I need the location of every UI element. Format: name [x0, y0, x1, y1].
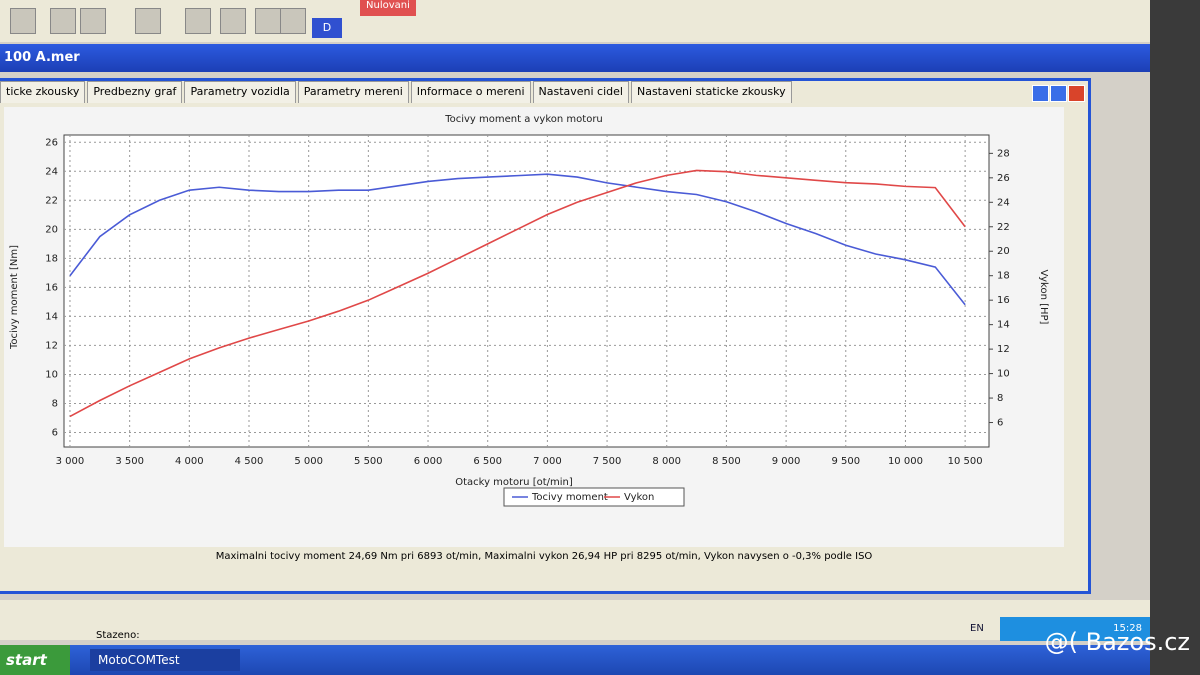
series-line [69, 173, 966, 306]
y-axis-label: Tocivy moment [Nm] [9, 245, 20, 350]
x-tick-label: 10 500 [948, 456, 983, 467]
maximize-button[interactable] [1050, 85, 1067, 102]
y2-tick-label: 22 [997, 222, 1010, 233]
tool-button[interactable] [10, 8, 36, 34]
tab[interactable]: Parametry vozidla [184, 81, 296, 103]
watermark: @( Bazos.cz [1044, 628, 1190, 656]
tab[interactable]: Informace o mereni [410, 81, 531, 103]
start-button[interactable]: start [0, 645, 70, 675]
y-tick-label: 20 [45, 224, 58, 235]
window-title: 100 A.mer [4, 50, 80, 65]
tool-button[interactable] [50, 8, 76, 34]
tool-button[interactable] [280, 8, 306, 34]
y2-tick-label: 6 [997, 418, 1003, 429]
x-tick-label: 7 500 [593, 456, 622, 467]
plot-area [63, 134, 990, 448]
x-tick-label: 9 500 [831, 456, 860, 467]
x-tick-label: 6 000 [414, 456, 443, 467]
tool-button[interactable] [135, 8, 161, 34]
y-tick-label: 14 [45, 311, 58, 322]
y2-tick-label: 8 [997, 393, 1003, 404]
x-tick-label: 7 000 [533, 456, 562, 467]
y2-tick-label: 14 [997, 320, 1010, 331]
tool-button[interactable] [255, 8, 281, 34]
legend-label: Vykon [624, 492, 654, 503]
x-tick-label: 4 500 [235, 456, 264, 467]
y-tick-label: 26 [45, 137, 58, 148]
y-tick-label: 10 [45, 369, 58, 380]
tab[interactable]: Predbezny graf [87, 81, 183, 103]
x-tick-label: 9 000 [772, 456, 801, 467]
tool-button[interactable] [185, 8, 211, 34]
system-tray: EN 15:28 [970, 617, 1150, 641]
y-tick-label: 22 [45, 195, 58, 206]
title-bar: 100 A.mer [0, 44, 1150, 72]
inner-window: ticke zkousky Predbezny graf Parametry voz… [0, 78, 1091, 594]
app-window: Nulovani D 100 A.mer ticke zkousky Predbe… [0, 0, 1150, 675]
tab[interactable]: Nastaveni staticke zkousky [630, 81, 792, 103]
clock: 15:28 [1113, 623, 1142, 634]
series-line [69, 169, 966, 418]
tab[interactable]: Parametry mereni [297, 81, 409, 103]
legend-box [503, 487, 685, 507]
taskbar-app[interactable]: MotoCOMTest [90, 649, 240, 671]
taskbar: start MotoCOMTest EN 15:28 [0, 617, 1150, 675]
status-label: Stazeno: [96, 630, 140, 641]
x-tick-label: 6 500 [473, 456, 502, 467]
x-tick-label: 5 000 [294, 456, 323, 467]
y-tick-label: 8 [52, 398, 58, 409]
y2-tick-label: 10 [997, 369, 1010, 380]
minimize-button[interactable] [1032, 85, 1049, 102]
tab[interactable]: ticke zkousky [0, 81, 86, 103]
y2-axis-label: Vykon [HP] [1038, 270, 1049, 325]
y-tick-label: 24 [45, 166, 58, 177]
y2-tick-label: 16 [997, 295, 1010, 306]
y2-tick-label: 24 [997, 197, 1010, 208]
summary-text: Maximalni tocivy moment 24,69 Nm pri 689… [215, 551, 873, 562]
x-tick-label: 5 500 [354, 456, 383, 467]
toolbar: Nulovani D [0, 0, 1150, 42]
y2-tick-label: 28 [997, 148, 1010, 159]
x-tick-label: 8 500 [712, 456, 741, 467]
y2-tick-label: 18 [997, 271, 1010, 282]
y2-tick-label: 26 [997, 173, 1010, 184]
tab[interactable]: Nastaveni cidel [532, 81, 629, 103]
y-tick-label: 16 [45, 282, 58, 293]
tool-button[interactable] [220, 8, 246, 34]
chart: Tocivy moment a vykon motoru Otacky moto… [4, 107, 1064, 547]
y-tick-label: 6 [52, 427, 58, 438]
x-axis-label: Otacky motoru [ot/min] [455, 477, 573, 488]
tool-button[interactable] [80, 8, 106, 34]
y2-tick-label: 12 [997, 344, 1010, 355]
tab-strip: ticke zkousky Predbezny graf Parametry voz… [0, 81, 794, 103]
y-tick-label: 18 [45, 253, 58, 264]
chart-title: Tocivy moment a vykon motoru [444, 114, 603, 125]
x-tick-label: 8 000 [652, 456, 681, 467]
mode-button[interactable]: D [312, 18, 342, 38]
y2-tick-label: 20 [997, 246, 1010, 257]
x-tick-label: 4 000 [175, 456, 204, 467]
x-tick-label: 3 000 [56, 456, 85, 467]
close-button[interactable] [1068, 85, 1085, 102]
language: EN [970, 623, 984, 634]
x-tick-label: 10 000 [888, 456, 923, 467]
status-bar: Stazeno: [0, 600, 1150, 641]
legend-label: Tocivy moment [531, 492, 608, 503]
x-tick-label: 3 500 [115, 456, 144, 467]
reset-button[interactable]: Nulovani [360, 0, 416, 16]
y-tick-label: 12 [45, 340, 58, 351]
